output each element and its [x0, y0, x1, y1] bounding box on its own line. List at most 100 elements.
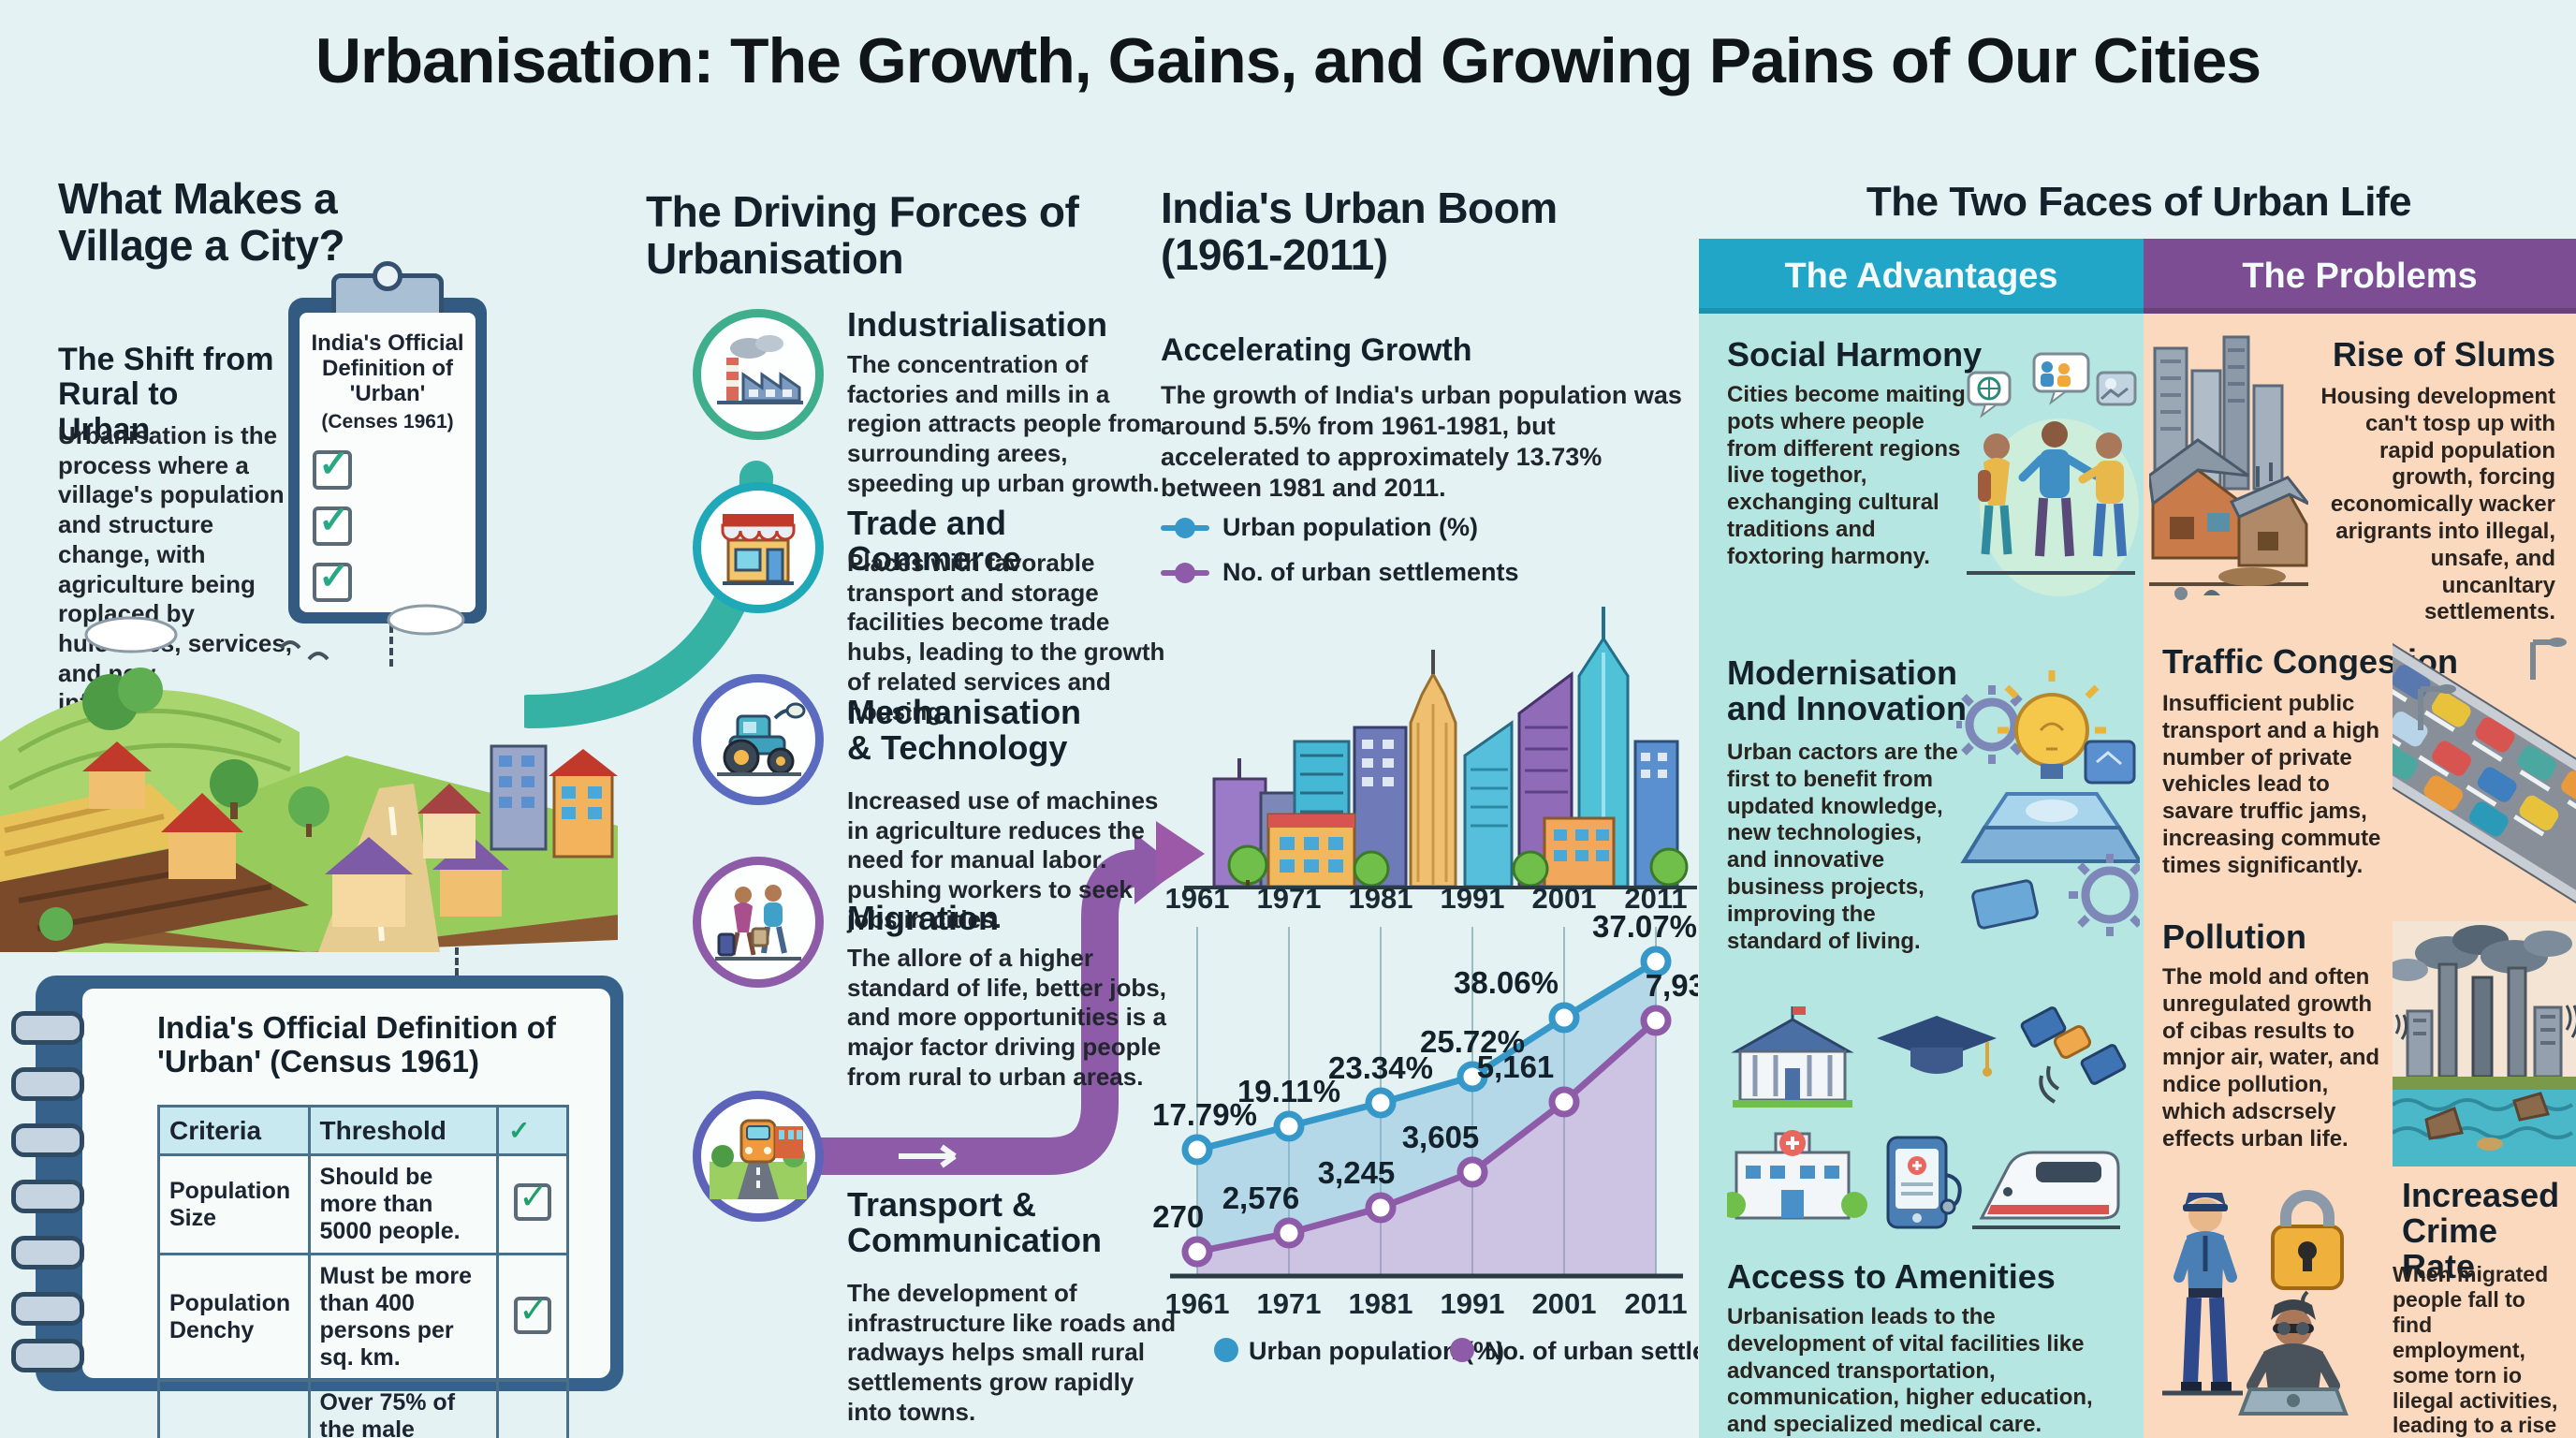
data-label: 17.79%: [1153, 1097, 1257, 1132]
table-row: Population Denchy Must be more than 400 …: [157, 1253, 569, 1382]
page-title: Urbanisation: The Growth, Gains, and Gro…: [315, 25, 2261, 96]
dashed-connector: [389, 625, 393, 667]
problem-body-crime: When migrated people fall to find employ…: [2393, 1262, 2558, 1438]
notebook-title: India's Official Definition of 'Urban' (…: [157, 1010, 556, 1079]
problem-body-slums: Housing development can't tosp up with r…: [2320, 384, 2555, 625]
traffic-illustration: [2393, 638, 2576, 914]
mechanisation-circle: [693, 674, 824, 805]
village-illustration: [0, 604, 618, 952]
force-body-migration: The allore of a higher standard of life,…: [847, 944, 1166, 1091]
x-tick-top: 1991: [1441, 882, 1505, 915]
table-header-criteria: Criteria: [157, 1105, 311, 1156]
problems-header: The Problems: [2144, 239, 2576, 314]
satellite-icon: [2020, 1006, 2127, 1104]
clipboard-subtitle: (Censes 1961): [321, 410, 454, 433]
check-icon: [313, 443, 352, 490]
force-body-industrialisation: The concentration of factories and mills…: [847, 350, 1163, 497]
advantage-body-social-harmony: Cities become maiting pots where people …: [1727, 382, 1966, 569]
data-label: 3,245: [1318, 1155, 1396, 1190]
crime-illustration: [2162, 1190, 2349, 1416]
urban-definition-table: Criteria Threshold ✓ Population Size Sho…: [157, 1105, 569, 1438]
urban-boom-chart: 1961 1961 1971 1971 1981 1981 1991 1991 2001 2001…: [1153, 882, 1698, 1365]
legend-label: Urban population (%): [1222, 513, 1478, 541]
legend-item-settlements: No. of urban settlements: [1161, 558, 1519, 587]
advantage-title-social-harmony: Social Harmony: [1727, 335, 1983, 374]
legend-item-urban-population: Urban population (%): [1161, 513, 1478, 542]
table-header-threshold: Threshold: [307, 1105, 500, 1156]
force-title-industrialisation: Industrialisation: [847, 305, 1108, 344]
subheading-rural-urban: The Shift from Rural to Urban: [58, 342, 274, 448]
medical-phone-icon: [1886, 1136, 1962, 1229]
innovation-illustration: [1956, 670, 2140, 936]
data-label: 5,161: [1477, 1049, 1555, 1084]
problem-title-pollution: Pollution: [2162, 917, 2306, 956]
shop-icon: [721, 514, 796, 585]
x-tick-bottom: 2011: [1624, 1287, 1687, 1320]
force-title-transport: Transport & Communication: [847, 1185, 1103, 1259]
criteria-cell: Occupation: [157, 1379, 311, 1438]
hospital-icon: [1727, 1130, 1867, 1220]
clipboard-check-row: [313, 555, 462, 602]
chart-legend-label: No. of urban settlements: [1485, 1337, 1698, 1365]
table-row: Occupation Over 75% of the male working …: [157, 1379, 569, 1438]
x-tick-bottom: 1981: [1349, 1287, 1413, 1320]
data-label: 23.34%: [1328, 1050, 1433, 1085]
data-label: 38.06%: [1454, 965, 1559, 1000]
threshold-cell: Should be more than 5000 people.: [307, 1153, 500, 1255]
force-title-migration: Migration: [847, 899, 999, 937]
problems-header-label: The Problems: [2242, 256, 2478, 296]
force-body-transport: The development of infrastructure like r…: [847, 1279, 1177, 1426]
data-label: 25.72%: [1420, 1024, 1525, 1059]
check-icon: [313, 555, 352, 602]
x-tick-top: 2001: [1532, 882, 1597, 915]
check-icon: [514, 1289, 551, 1334]
force-body-trade: Places with favorable transport and stor…: [847, 549, 1165, 726]
line-dot-marker-icon: [1161, 517, 1209, 539]
clipboard-check-row: [313, 443, 462, 490]
transport-circle: [693, 1091, 824, 1222]
force-title-trade: Trade and Commerce: [847, 504, 1022, 578]
clipboard-check-row: [313, 499, 462, 546]
data-label: 37.07%: [1592, 909, 1697, 944]
government-building-icon: [1731, 1006, 1854, 1108]
x-tick-top: 2011: [1624, 882, 1687, 915]
social-harmony-illustration: [1967, 352, 2139, 596]
line-dot-marker-icon: [1161, 562, 1209, 584]
section-heading-urban-boom: India's Urban Boom (1961-2011): [1161, 183, 1558, 279]
data-label: 7,935: [1646, 968, 1698, 1003]
force-body-mechanisation: Increased use of machines in agriculture…: [847, 786, 1159, 933]
migrating-people-icon: [715, 885, 801, 961]
threshold-cell: Must be more than 400 persons per sq. km…: [307, 1253, 500, 1382]
x-tick-bottom: 1961: [1165, 1287, 1230, 1320]
table-row: Population Size Should be more than 5000…: [157, 1153, 569, 1255]
bullet-train-icon: [1972, 1151, 2120, 1229]
section-heading-two-faces: The Two Faces of Urban Life: [1866, 179, 2412, 225]
slums-illustration: [2149, 335, 2308, 600]
notebook-illustration: India's Official Definition of 'Urban' (…: [11, 976, 623, 1438]
city-skyline-illustration: [1156, 607, 1697, 889]
check-icon: [514, 1176, 551, 1221]
advantages-header: The Advantages: [1699, 239, 2144, 314]
subheading-accelerating-growth: Accelerating Growth: [1161, 332, 1472, 368]
x-tick-top: 1961: [1165, 882, 1230, 915]
dashed-connector: [455, 947, 459, 976]
boom-paragraph: The growth of India's urban population w…: [1161, 381, 1682, 502]
advantage-title-modernisation: Modernisation and Innovation: [1727, 653, 1967, 727]
criteria-cell: Population Size: [157, 1153, 311, 1255]
clipboard-title: India's Official Definition of 'Urban': [311, 330, 464, 406]
section-heading-driving-forces: The Driving Forces of Urbanisation: [646, 187, 1079, 283]
legend-label: No. of urban settlements: [1222, 558, 1519, 586]
pollution-illustration: [2393, 921, 2576, 1167]
data-label: 2,576: [1222, 1181, 1300, 1215]
advantage-body-modernisation: Urban cactors are the first to benefit f…: [1727, 740, 1958, 954]
x-tick-bottom: 1971: [1257, 1287, 1322, 1320]
x-tick-top: 1981: [1349, 882, 1413, 915]
check-icon: [313, 499, 352, 546]
x-tick-top: 1971: [1257, 882, 1322, 915]
data-label: 19.11%: [1237, 1074, 1340, 1108]
clipboard-illustration: India's Official Definition of 'Urban' (…: [288, 261, 487, 624]
force-title-mechanisation: Mechanisation & Technology: [847, 693, 1082, 767]
problem-body-traffic: Insufficient public transport and a high…: [2162, 691, 2381, 878]
x-tick-bottom: 2001: [1532, 1287, 1597, 1320]
